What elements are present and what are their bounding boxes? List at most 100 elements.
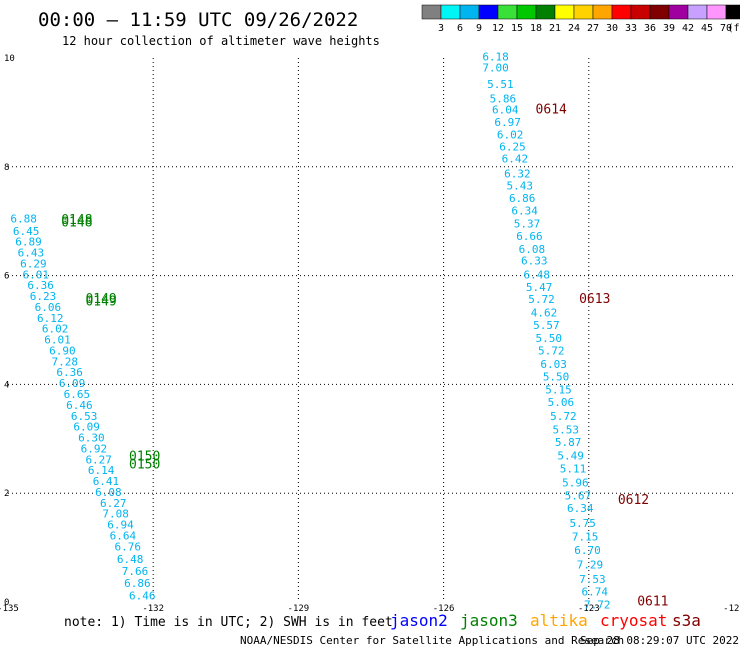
pass-number-label: 0149 (85, 295, 116, 310)
scale-swatch (592, 4, 613, 20)
swh-data-label: 6.41 (93, 475, 120, 488)
swh-data-label: 6.74 (582, 585, 609, 598)
satellite-legend-s3a: s3a (672, 611, 701, 630)
scale-swatch (630, 4, 651, 20)
scale-swatch (611, 4, 632, 20)
swh-data-label: 5.72 (538, 344, 565, 357)
swh-data-label: 6.66 (516, 230, 543, 243)
scale-unit-label: (ft) (727, 23, 740, 34)
swh-data-label: 6.01 (44, 334, 71, 347)
swh-data-label: 6.48 (523, 268, 550, 281)
y-tick-label: 4 (4, 380, 9, 390)
swh-data-label: 6.34 (511, 205, 538, 218)
swh-data-label: 5.96 (562, 477, 589, 490)
swh-data-label: 5.87 (555, 436, 582, 449)
swh-data-label: 6.27 (100, 497, 127, 510)
swh-data-label: 6.36 (27, 279, 54, 292)
chart-grid (8, 58, 734, 602)
swh-data-label: 6.48 (117, 553, 143, 566)
swh-data-label: 6.88 (10, 212, 36, 225)
scale-tick-label: 30 (606, 23, 618, 34)
swh-data-label: 5.51 (487, 78, 514, 91)
swh-data-label: 5.43 (507, 180, 534, 193)
swh-data-label: 6.12 (37, 312, 64, 325)
scale-swatch (516, 4, 537, 20)
swh-data-label: 6.92 (81, 442, 108, 455)
scale-tick-label: 21 (549, 23, 561, 34)
chart-title: 00:00 — 11:59 UTC 09/26/2022 (38, 9, 358, 31)
y-tick-label: 0 (4, 598, 9, 608)
satellite-legend-cryosat: cryosat (600, 611, 667, 630)
swh-data-label: 6.90 (49, 344, 76, 357)
pass-number-label: 0148 (61, 216, 92, 231)
swh-data-label: 6.30 (78, 432, 105, 445)
swh-data-label: 7.00 (482, 62, 509, 75)
swh-data-label: 6.34 (567, 502, 594, 515)
swh-data-label: 7.08 (102, 508, 129, 521)
scale-swatch (649, 4, 670, 20)
swh-data-label: 6.29 (20, 257, 46, 270)
pass-number-label: 0612 (618, 493, 649, 508)
y-tick-label: 10 (4, 54, 15, 64)
chart-subtitle: 12 hour collection of altimeter wave hei… (62, 34, 380, 48)
swh-data-label: 6.43 (18, 247, 45, 260)
swh-data-label: 6.42 (502, 152, 529, 165)
x-tick-label: -126 (433, 604, 455, 614)
swh-data-label: 6.27 (85, 453, 112, 466)
x-tick-label: -129 (288, 604, 310, 614)
swh-data-label: 5.06 (548, 396, 575, 409)
swh-data-label: 7.72 (584, 599, 611, 612)
scale-swatch (535, 4, 556, 20)
swh-data-label: 6.08 (95, 486, 122, 499)
swh-data-label: 5.72 (550, 410, 577, 423)
satellite-legend-altika: altika (530, 611, 588, 630)
x-tick-label: -120 (723, 604, 740, 614)
y-tick-label: 6 (4, 272, 9, 282)
swh-data-label: 5.50 (536, 332, 563, 345)
scale-swatch (459, 4, 480, 20)
swh-data-label: 7.29 (577, 558, 604, 571)
swh-data-label: 5.15 (545, 384, 572, 397)
swh-data-label: 6.70 (574, 544, 601, 557)
swh-data-label: 5.37 (514, 218, 541, 231)
swh-data-label: 6.64 (110, 529, 137, 542)
swh-data-label: 6.36 (56, 366, 83, 379)
pass-number-label: 0613 (579, 292, 610, 307)
swh-data-label: 5.57 (533, 319, 560, 332)
scale-tick-label: 45 (701, 23, 713, 34)
swh-data-label: 5.47 (526, 281, 553, 294)
swh-data-label: 6.09 (59, 377, 86, 390)
scale-tick-label: 36 (644, 23, 656, 34)
swh-data-label: 6.09 (73, 421, 100, 434)
swh-data-label: 5.75 (569, 517, 596, 530)
swh-data-label: 5.86 (490, 93, 516, 106)
scale-tick-label: 3 (438, 23, 444, 34)
scale-swatch (668, 4, 689, 20)
swh-data-label: 6.65 (64, 388, 91, 401)
satellite-legend-jason2: jason2 (390, 611, 448, 630)
scale-tick-label: 15 (511, 23, 523, 34)
swh-data-label: 6.94 (107, 519, 134, 532)
swh-data-label: 6.18 (482, 51, 509, 64)
scale-tick-label: 6 (457, 23, 463, 34)
footer-note: note: 1) Time is in UTC; 2) SWH is in fe… (64, 615, 393, 630)
pass-number-label: 0614 (536, 102, 567, 117)
scale-tick-label: 9 (476, 23, 482, 34)
scale-swatch (725, 4, 740, 20)
swh-data-label: 6.46 (66, 399, 93, 412)
scale-tick-label: 42 (682, 23, 694, 34)
scale-tick-label: 33 (625, 23, 637, 34)
swh-data-label: 6.02 (42, 323, 69, 336)
satellite-legend: jason2 jason3 altika cryosat s3a (390, 611, 701, 630)
scale-tick-label: 70 (720, 23, 732, 34)
scale-swatch (554, 4, 575, 20)
scale-tick-label: 39 (663, 23, 675, 34)
track-west-series: 6.886.456.896.436.296.016.366.236.066.12… (10, 212, 155, 602)
y-tick-label: 2 (4, 489, 9, 499)
swh-data-label: 7.53 (579, 573, 606, 586)
scale-tick-label: 24 (568, 23, 580, 34)
swh-data-label: 5.50 (543, 371, 570, 384)
track-east-series: 6.187.00 5.51 5.866.046.976.026.256.42 6.32… (482, 51, 610, 612)
